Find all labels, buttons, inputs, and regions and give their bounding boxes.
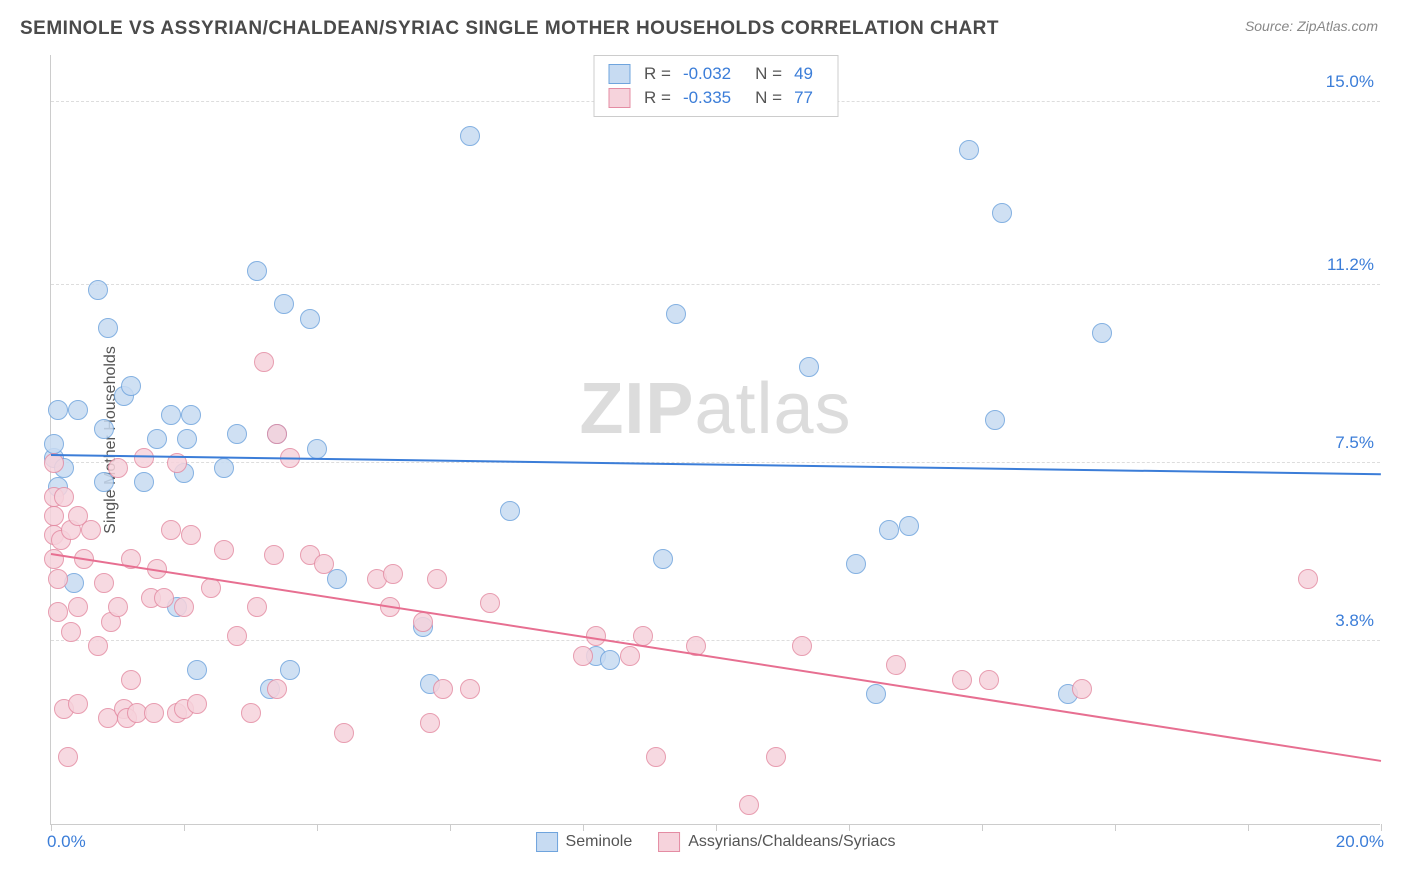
x-tick — [450, 824, 451, 831]
chart-plot-area: ZIPatlas 3.8%7.5%11.2%15.0% Single Mothe… — [50, 55, 1380, 825]
series-legend: Seminole Assyrians/Chaldeans/Syriacs — [536, 832, 896, 852]
n-label: N = — [755, 88, 782, 108]
n-label: N = — [755, 64, 782, 84]
source-attribution: Source: ZipAtlas.com — [1245, 18, 1378, 34]
x-tick — [982, 824, 983, 831]
n-value-assyrian: 77 — [794, 88, 813, 108]
x-tick — [51, 824, 52, 831]
r-label: R = — [644, 64, 671, 84]
legend-row-assyrian: R = -0.335 N = 77 — [608, 86, 823, 110]
correlation-legend: R = -0.032 N = 49 R = -0.335 N = 77 — [593, 55, 838, 117]
x-tick — [583, 824, 584, 831]
swatch-assyrian — [658, 832, 680, 852]
legend-row-seminole: R = -0.032 N = 49 — [608, 62, 823, 86]
r-value-assyrian: -0.335 — [683, 88, 731, 108]
swatch-seminole — [608, 64, 630, 84]
swatch-seminole — [536, 832, 558, 852]
trend-line — [51, 553, 1381, 762]
x-tick — [1115, 824, 1116, 831]
trend-line — [51, 454, 1381, 475]
x-tick — [317, 824, 318, 831]
x-tick — [716, 824, 717, 831]
legend-label-seminole: Seminole — [566, 833, 633, 851]
r-value-seminole: -0.032 — [683, 64, 731, 84]
x-tick — [849, 824, 850, 831]
chart-title: SEMINOLE VS ASSYRIAN/CHALDEAN/SYRIAC SIN… — [20, 18, 999, 40]
legend-item-assyrian: Assyrians/Chaldeans/Syriacs — [658, 832, 895, 852]
legend-item-seminole: Seminole — [536, 832, 633, 852]
x-tick — [184, 824, 185, 831]
n-value-seminole: 49 — [794, 64, 813, 84]
x-tick — [1248, 824, 1249, 831]
x-tick — [1381, 824, 1382, 831]
r-label: R = — [644, 88, 671, 108]
legend-label-assyrian: Assyrians/Chaldeans/Syriacs — [688, 833, 895, 851]
swatch-assyrian — [608, 88, 630, 108]
x-axis-max: 20.0% — [1336, 832, 1384, 852]
x-axis-min: 0.0% — [47, 832, 86, 852]
